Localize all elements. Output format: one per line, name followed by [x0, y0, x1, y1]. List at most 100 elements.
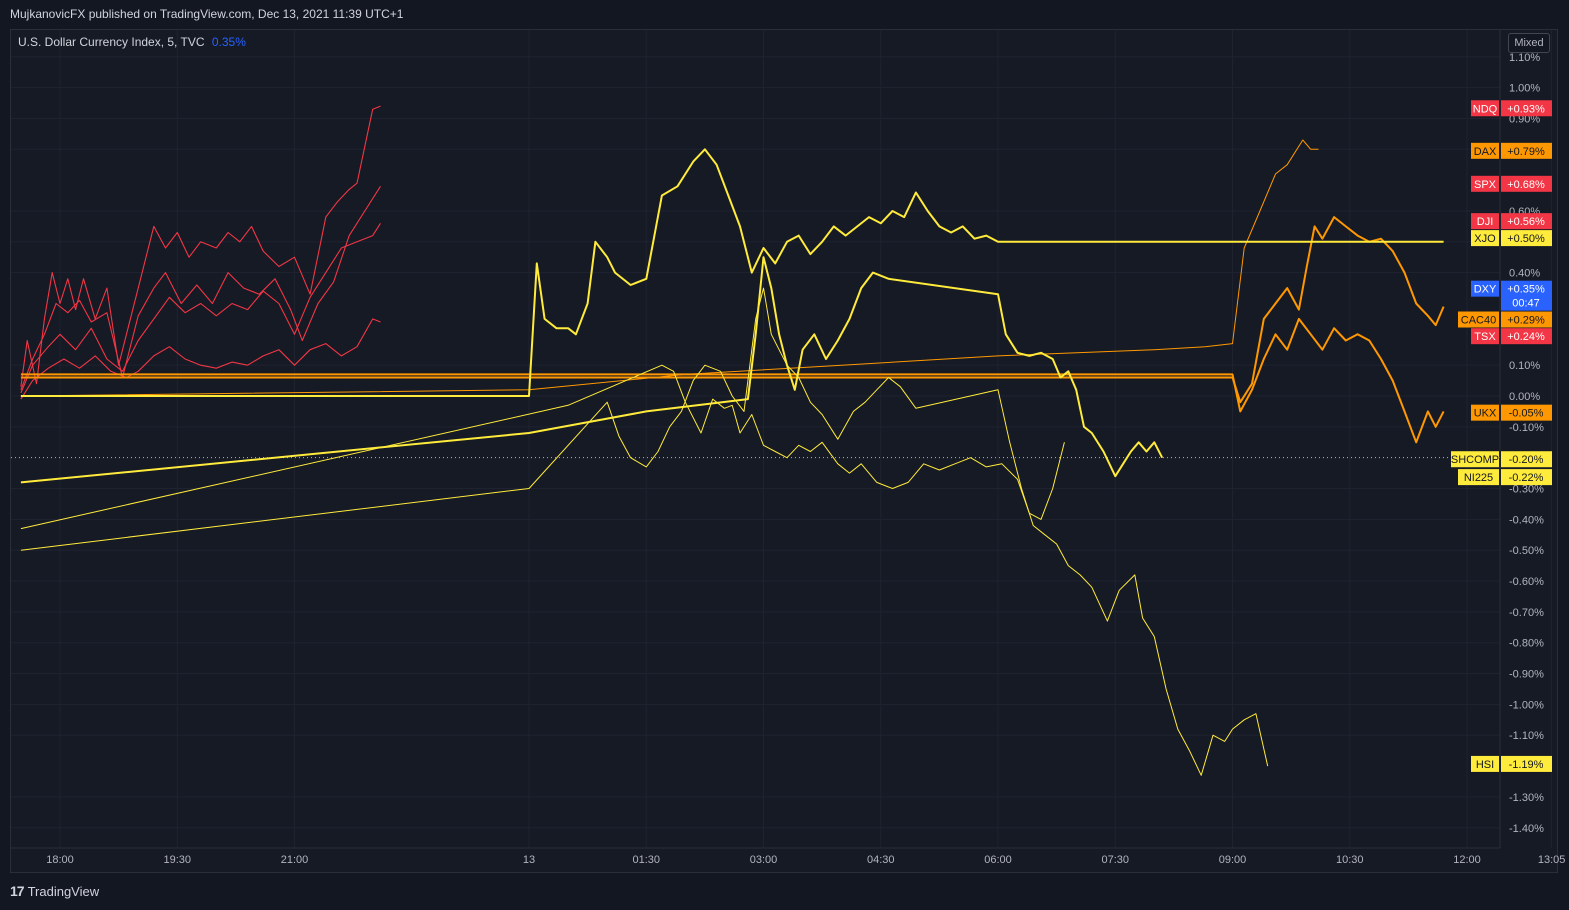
- tag-symbol: HSI: [1476, 759, 1494, 771]
- tag-dax[interactable]: DAX +0.79%: [1471, 142, 1552, 159]
- tradingview-logo-text: TradingView: [27, 884, 100, 899]
- tag-value: +0.56%: [1507, 216, 1545, 228]
- tag-cac40[interactable]: CAC40 +0.29%: [1458, 311, 1552, 328]
- x-tick-label: 18:00: [46, 854, 74, 866]
- series-line-ukx[interactable]: [20, 317, 1445, 444]
- x-tick-label: 21:00: [281, 854, 309, 866]
- tag-symbol-bg: [1458, 469, 1499, 486]
- scale-mode-button[interactable]: Mixed: [1508, 33, 1550, 53]
- tag-value: +0.68%: [1507, 179, 1545, 191]
- tag-value-bg: [1501, 469, 1552, 486]
- publish-header: MujkanovicFX published on TradingView.co…: [0, 0, 1569, 28]
- tag-symbol-bg: [1471, 280, 1499, 297]
- series-line-cac40[interactable]: [20, 216, 1445, 404]
- x-tick-label: 10:30: [1336, 854, 1364, 866]
- tag-dxy[interactable]: DXY +0.35% 00:47: [1471, 280, 1552, 311]
- tag-value-bg: [1501, 175, 1552, 192]
- x-tick-label: 09:00: [1219, 854, 1247, 866]
- x-tick-label: 01:30: [632, 854, 660, 866]
- series-line-ndq[interactable]: [20, 105, 381, 387]
- series-tags: NDQ +0.93% DAX +0.79% SPX +0.68% DJI +0.56% XJO +…: [1451, 100, 1552, 772]
- tag-ni225[interactable]: NI225 -0.22%: [1458, 469, 1552, 486]
- tag-tsx[interactable]: TSX +0.24%: [1471, 328, 1552, 345]
- x-tick-label: 04:30: [867, 854, 895, 866]
- tag-value-bg: [1501, 280, 1552, 311]
- tag-value: +0.93%: [1507, 103, 1545, 115]
- tag-symbol-bg: [1471, 404, 1499, 421]
- tag-value: +0.79%: [1507, 146, 1545, 158]
- y-tick-label: -0.90%: [1509, 669, 1544, 681]
- tag-ukx[interactable]: UKX -0.05%: [1471, 404, 1552, 421]
- chart-pane[interactable]: [10, 29, 1558, 873]
- series-line-shcomp[interactable]: [20, 256, 1164, 484]
- x-tick-label: 12:00: [1453, 854, 1481, 866]
- tag-value: +0.29%: [1507, 315, 1545, 327]
- tag-symbol: XJO: [1474, 233, 1496, 245]
- tag-symbol-bg: [1471, 100, 1499, 117]
- y-tick-label: -0.80%: [1509, 638, 1544, 650]
- y-tick-label: 0.40%: [1509, 268, 1540, 280]
- series-line-xjo[interactable]: [20, 148, 1444, 397]
- tag-value-bg: [1501, 451, 1552, 468]
- tag-symbol-bg: [1471, 213, 1499, 230]
- tag-symbol-bg: [1471, 755, 1499, 772]
- tag-symbol: SPX: [1474, 179, 1497, 191]
- tag-symbol-bg: [1471, 328, 1499, 345]
- legend-symbol: U.S. Dollar Currency Index, 5, TVC: [18, 35, 205, 49]
- tag-symbol: DAX: [1474, 146, 1497, 158]
- tradingview-logo-icon: 17: [10, 883, 25, 899]
- x-tick-label: 03:00: [750, 854, 778, 866]
- y-tick-label: 1.10%: [1509, 52, 1540, 64]
- series-lines: [11, 105, 1500, 776]
- tag-value: +0.35%: [1507, 284, 1545, 296]
- tag-symbol: DJI: [1477, 216, 1494, 228]
- series-line-hsi[interactable]: [20, 287, 1269, 776]
- tag-symbol: SHCOMP: [1451, 454, 1499, 466]
- tag-value-bg: [1501, 755, 1552, 772]
- series-line-dji[interactable]: [20, 223, 381, 394]
- tag-value: -1.19%: [1509, 759, 1544, 771]
- x-tick-label: 06:00: [984, 854, 1012, 866]
- y-tick-label: 0.90%: [1509, 113, 1540, 125]
- tag-value-bg: [1501, 328, 1552, 345]
- tag-value-bg: [1501, 100, 1552, 117]
- series-line-dax[interactable]: [20, 139, 1319, 397]
- y-tick-label: -0.10%: [1509, 422, 1544, 434]
- tag-shcomp[interactable]: SHCOMP -0.20%: [1451, 451, 1552, 468]
- y-tick-label: -1.00%: [1509, 699, 1544, 711]
- tag-hsi[interactable]: HSI -1.19%: [1471, 755, 1552, 772]
- tag-spx[interactable]: SPX +0.68%: [1471, 175, 1552, 192]
- main-series-legend[interactable]: U.S. Dollar Currency Index, 5, TVC 0.35%: [18, 35, 246, 49]
- tag-value-bg: [1501, 142, 1552, 159]
- tag-symbol: NDQ: [1473, 103, 1498, 115]
- y-tick-label: -1.30%: [1509, 792, 1544, 804]
- y-tick-label: -0.70%: [1509, 607, 1544, 619]
- grid-lines: [11, 30, 1553, 848]
- y-tick-label: -0.30%: [1509, 484, 1544, 496]
- tag-value: -0.05%: [1509, 408, 1544, 420]
- tag-dji[interactable]: DJI +0.56%: [1471, 213, 1552, 230]
- x-tick-label: 13: [523, 854, 535, 866]
- publish-info: MujkanovicFX published on TradingView.co…: [10, 7, 404, 21]
- tag-symbol: CAC40: [1461, 315, 1496, 327]
- series-line-ni225[interactable]: [20, 364, 1065, 530]
- tag-ndq[interactable]: NDQ +0.93%: [1471, 100, 1552, 117]
- tag-value-bg: [1501, 404, 1552, 421]
- tag-value-bg: [1501, 213, 1552, 230]
- x-tick-label: 07:30: [1101, 854, 1129, 866]
- tradingview-logo[interactable]: 17 TradingView: [10, 883, 99, 899]
- y-tick-label: -0.50%: [1509, 545, 1544, 557]
- time-scale: 18:00 19:30 21:00 13 01:30 03:00 04:30 06:00 07:…: [11, 847, 1566, 866]
- y-tick-label: -0.60%: [1509, 576, 1544, 588]
- tag-xjo[interactable]: XJO +0.50%: [1471, 230, 1552, 247]
- tag-symbol-bg: [1451, 451, 1499, 468]
- tag-value: +0.50%: [1507, 233, 1545, 245]
- x-tick-label: 13:05: [1538, 854, 1566, 866]
- tag-symbol-bg: [1471, 142, 1499, 159]
- x-tick-label: 19:30: [163, 854, 191, 866]
- y-tick-label: 1.00%: [1509, 83, 1540, 95]
- series-line-spx[interactable]: [20, 186, 381, 390]
- tag-symbol-bg: [1471, 230, 1499, 247]
- series-line-tsx[interactable]: [20, 318, 381, 400]
